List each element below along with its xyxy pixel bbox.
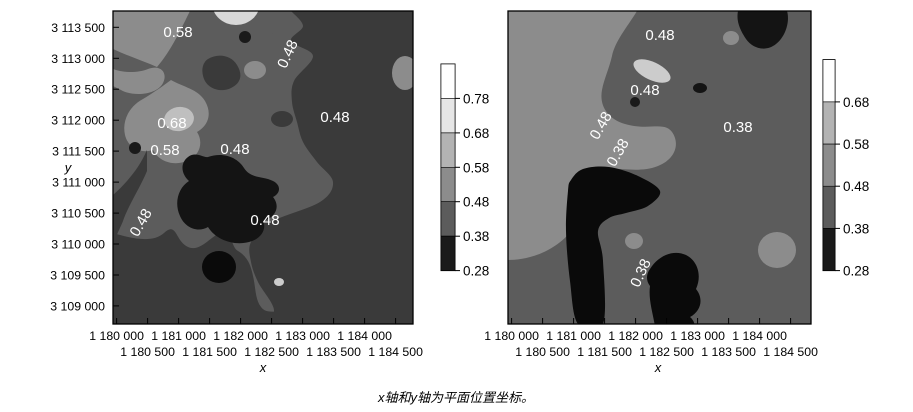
svg-text:1 183 500: 1 183 500 [306,345,361,359]
svg-text:1 181 000: 1 181 000 [546,329,601,343]
svg-text:0.58: 0.58 [150,142,179,159]
svg-text:0.58: 0.58 [163,24,192,41]
svg-text:0.68: 0.68 [843,95,869,110]
svg-text:3 113 000: 3 113 000 [51,52,105,66]
svg-text:y: y [64,160,73,175]
svg-text:3 109 500: 3 109 500 [50,269,105,283]
svg-text:3 111 000: 3 111 000 [52,176,105,190]
svg-text:1 180 000: 1 180 000 [484,329,539,343]
svg-text:0.38: 0.38 [723,119,752,136]
svg-text:0.78: 0.78 [463,91,489,106]
svg-text:3 110 000: 3 110 000 [51,238,105,252]
svg-text:0.48: 0.48 [463,195,489,210]
svg-text:1 184 000: 1 184 000 [732,329,787,343]
svg-text:1 182 000: 1 182 000 [608,329,663,343]
svg-text:3 111 500: 3 111 500 [52,145,105,159]
svg-text:1 181 500: 1 181 500 [182,345,237,359]
svg-text:1 182 500: 1 182 500 [244,345,299,359]
svg-text:0.48: 0.48 [220,141,249,158]
svg-text:1 181 000: 1 181 000 [151,329,206,343]
svg-text:0.48: 0.48 [645,27,674,44]
svg-text:0.38: 0.38 [843,221,869,236]
svg-text:0.58: 0.58 [843,137,869,152]
svg-text:1 180 500: 1 180 500 [515,345,570,359]
svg-text:0.28: 0.28 [843,264,869,279]
svg-text:3 113 500: 3 113 500 [51,21,105,35]
svg-text:1 184 500: 1 184 500 [763,345,818,359]
svg-text:1 180 500: 1 180 500 [120,345,175,359]
svg-text:0.68: 0.68 [463,126,489,141]
svg-text:0.58: 0.58 [463,160,489,175]
svg-text:1 181 500: 1 181 500 [577,345,632,359]
svg-text:1 183 500: 1 183 500 [701,345,756,359]
svg-text:3 112 000: 3 112 000 [51,114,105,128]
svg-text:1 182 500: 1 182 500 [639,345,694,359]
svg-text:3 109 000: 3 109 000 [50,299,105,313]
svg-text:x轴和y轴为平面位置坐标。: x轴和y轴为平面位置坐标。 [377,390,534,405]
svg-text:0.28: 0.28 [463,264,489,279]
svg-text:3 110 500: 3 110 500 [51,207,105,221]
svg-text:0.48: 0.48 [843,179,869,194]
svg-text:0.48: 0.48 [630,82,659,99]
svg-text:0.48: 0.48 [250,212,279,229]
svg-text:1 182 000: 1 182 000 [213,329,268,343]
svg-text:0.38: 0.38 [463,229,489,244]
svg-text:x: x [259,360,267,375]
svg-text:1 183 000: 1 183 000 [275,329,330,343]
svg-text:3 112 500: 3 112 500 [51,83,105,97]
svg-text:0.48: 0.48 [320,109,349,126]
svg-text:x: x [654,360,662,375]
svg-text:1 184 000: 1 184 000 [337,329,392,343]
svg-text:1 183 000: 1 183 000 [670,329,725,343]
svg-text:1 184 500: 1 184 500 [368,345,423,359]
svg-text:1 180 000: 1 180 000 [89,329,144,343]
svg-text:0.68: 0.68 [157,115,186,132]
